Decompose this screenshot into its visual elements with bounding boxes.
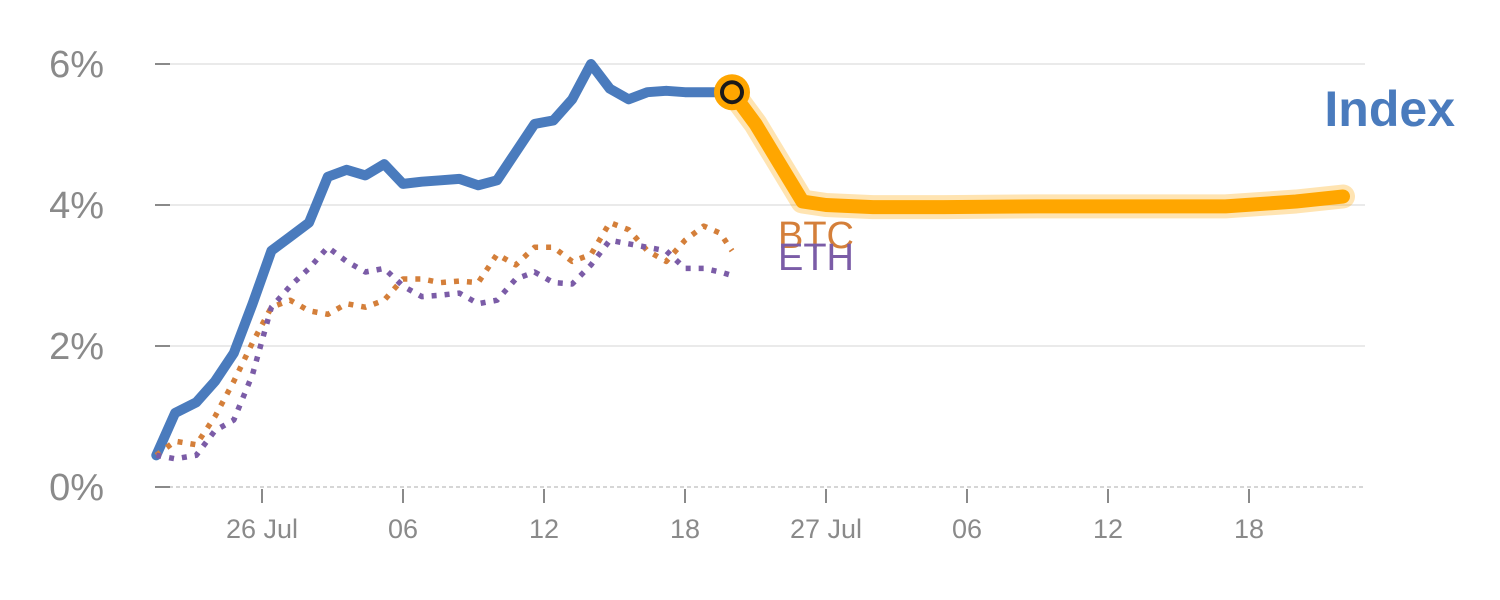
x-tick-label: 06 [952,514,982,544]
series-labels: Index BTC ETH [778,81,1455,279]
index-series-label: Index [1324,81,1455,137]
series-lines [151,59,1355,462]
index-highlight-glow [720,80,1355,220]
btc-series-label: BTC [778,215,854,257]
x-tick-label: 27 Jul [790,514,862,544]
highlight-marker-ring [720,80,744,105]
x-tick-label: 26 Jul [226,514,298,544]
y-tick-label: 0% [49,467,104,509]
index-line [151,59,737,461]
y-tick-label: 6% [49,44,104,86]
eth-series-label: ETH [778,237,854,279]
x-tick-label: 18 [1234,514,1264,544]
x-tick-label: 18 [670,514,700,544]
eth-line [155,237,733,462]
y-tick-label: 4% [49,185,104,227]
x-tick-label: 12 [529,514,559,544]
x-tick-label: 06 [388,514,418,544]
x-axis: 26 Jul 06 12 18 27 Jul 06 12 18 [226,489,1264,544]
y-axis: 0% 2% 4% 6% [49,44,170,509]
x-tick-label: 12 [1093,514,1123,544]
highlight-marker-outer [714,74,750,111]
index-highlight-line [725,85,1350,215]
y-tick-label: 2% [49,326,104,368]
